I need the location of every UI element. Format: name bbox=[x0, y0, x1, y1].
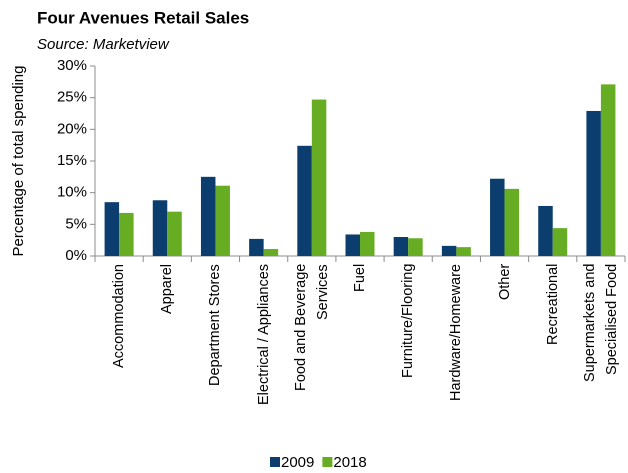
bar bbox=[504, 188, 520, 256]
legend-marker bbox=[322, 457, 333, 467]
y-tick-label: 10% bbox=[57, 184, 87, 201]
bar bbox=[297, 145, 312, 256]
bar bbox=[393, 237, 409, 256]
x-tick-label: Hardware/Homeware bbox=[448, 264, 465, 401]
legend-label: 2009 bbox=[281, 454, 314, 471]
x-tick-label: Fuel bbox=[352, 264, 368, 293]
bar bbox=[200, 176, 216, 256]
chart-title: Four Avenues Retail Sales bbox=[37, 8, 249, 27]
x-tick-label: Supermarkets and Specialised Food bbox=[581, 264, 620, 383]
bar bbox=[215, 185, 230, 256]
bar bbox=[456, 247, 471, 256]
bar bbox=[441, 245, 457, 256]
chart-subtitle: Source: Marketview bbox=[37, 36, 170, 53]
bar bbox=[104, 202, 120, 256]
bar bbox=[600, 84, 616, 256]
bar bbox=[263, 249, 279, 256]
x-tick-label: Accommodation bbox=[111, 264, 128, 368]
bar bbox=[311, 99, 327, 256]
bar bbox=[490, 178, 505, 256]
x-tick-label: Furniture/Flooring bbox=[400, 264, 417, 379]
x-tick-label: Department Stores bbox=[207, 264, 224, 386]
y-tick-label: 0% bbox=[65, 247, 87, 264]
bar bbox=[552, 228, 568, 256]
y-tick-label: 5% bbox=[65, 215, 87, 232]
y-axis-title: Percentage of total spending bbox=[10, 66, 27, 257]
bar bbox=[586, 110, 601, 256]
legend-marker bbox=[270, 457, 280, 467]
bar bbox=[152, 200, 168, 256]
bar bbox=[167, 211, 182, 256]
bar bbox=[360, 231, 375, 256]
x-tick-label: Recreational bbox=[544, 264, 561, 346]
x-tick-label: Other bbox=[496, 264, 513, 301]
x-tick-label: Electrical / Appliances bbox=[255, 264, 272, 406]
x-tick-label: Apparel bbox=[159, 264, 176, 314]
bar bbox=[408, 238, 423, 256]
y-tick-label: 25% bbox=[57, 89, 87, 106]
y-tick-label: 30% bbox=[57, 57, 87, 74]
bar bbox=[538, 205, 553, 256]
y-tick-label: 15% bbox=[57, 152, 87, 169]
bar bbox=[249, 238, 264, 256]
x-tick-label: Food and Beverage Services bbox=[292, 264, 331, 392]
bar bbox=[119, 212, 134, 256]
y-tick-label: 20% bbox=[57, 120, 87, 137]
legend-label: 2018 bbox=[333, 454, 366, 471]
bar bbox=[345, 234, 360, 256]
